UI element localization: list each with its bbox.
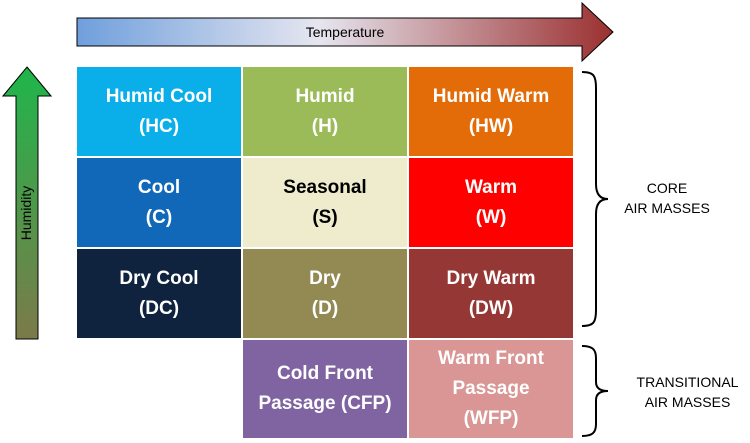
transitional-group-label: TRANSITIONAL AIR MASSES (625, 372, 750, 412)
cell-line: Cold Front (276, 363, 374, 384)
cell-humid: Humid (H) (242, 66, 408, 157)
cell-code: (C) (145, 206, 173, 228)
temperature-arrow-shape (76, 1, 614, 63)
cell-name: Humid Cool (105, 85, 213, 107)
group-label-line: TRANSITIONAL (636, 374, 739, 390)
cell-code: (HC) (138, 115, 180, 137)
transitional-bracket (580, 344, 610, 438)
cell-line: Passage (CFP) (258, 393, 392, 414)
cell-code: (W) (475, 206, 507, 228)
temperature-arrow: Temperature (76, 1, 614, 63)
cell-name: Seasonal (283, 176, 367, 198)
cell-dry-warm: Dry Warm (DW) (408, 248, 574, 339)
cell-code: (H) (311, 115, 339, 137)
cell-name: Humid (295, 85, 355, 107)
cell-name: Dry Cool (119, 267, 199, 289)
group-label-line: CORE (646, 180, 688, 196)
cell-name: Dry (309, 267, 341, 289)
cell-dry: Dry (D) (242, 248, 408, 339)
cell-cool: Cool (C) (76, 157, 242, 248)
cell-humid-cool: Humid Cool (HC) (76, 66, 242, 157)
cell-code: (HW) (468, 115, 514, 137)
transitional-brace-shape (581, 345, 609, 437)
cell-code: (DW) (468, 297, 514, 319)
humidity-arrow-shape (1, 66, 53, 340)
core-bracket (580, 70, 610, 328)
cell-code: (D) (311, 297, 339, 319)
cell-warm-front-passage: Warm Front Passage (WFP) (408, 339, 574, 439)
cell-code: (S) (312, 206, 338, 228)
temperature-label: Temperature (305, 24, 385, 40)
cell-line: (WFP) (463, 408, 519, 429)
cell-name: Humid Warm (432, 85, 550, 107)
humidity-label: Humidity (18, 185, 34, 240)
core-group-label: CORE AIR MASSES (608, 178, 726, 218)
group-label-line: AIR MASSES (624, 200, 710, 216)
core-brace-shape (581, 71, 609, 327)
cell-name: Warm (464, 176, 518, 198)
cell-warm: Warm (W) (408, 157, 574, 248)
cell-name: Dry Warm (446, 267, 536, 289)
cell-humid-warm: Humid Warm (HW) (408, 66, 574, 157)
group-label-line: AIR MASSES (644, 394, 731, 410)
humidity-label-wrap: Humidity (7, 90, 45, 335)
cell-name: Cool (137, 176, 181, 198)
cell-code: (DC) (138, 297, 180, 319)
cell-dry-cool: Dry Cool (DC) (76, 248, 242, 339)
cell-line: Passage (452, 378, 530, 399)
cell-line: Warm Front (438, 348, 544, 369)
cell-seasonal: Seasonal (S) (242, 157, 408, 248)
humidity-arrow (1, 66, 53, 340)
cell-cold-front-passage: Cold Front Passage (CFP) (242, 339, 408, 439)
